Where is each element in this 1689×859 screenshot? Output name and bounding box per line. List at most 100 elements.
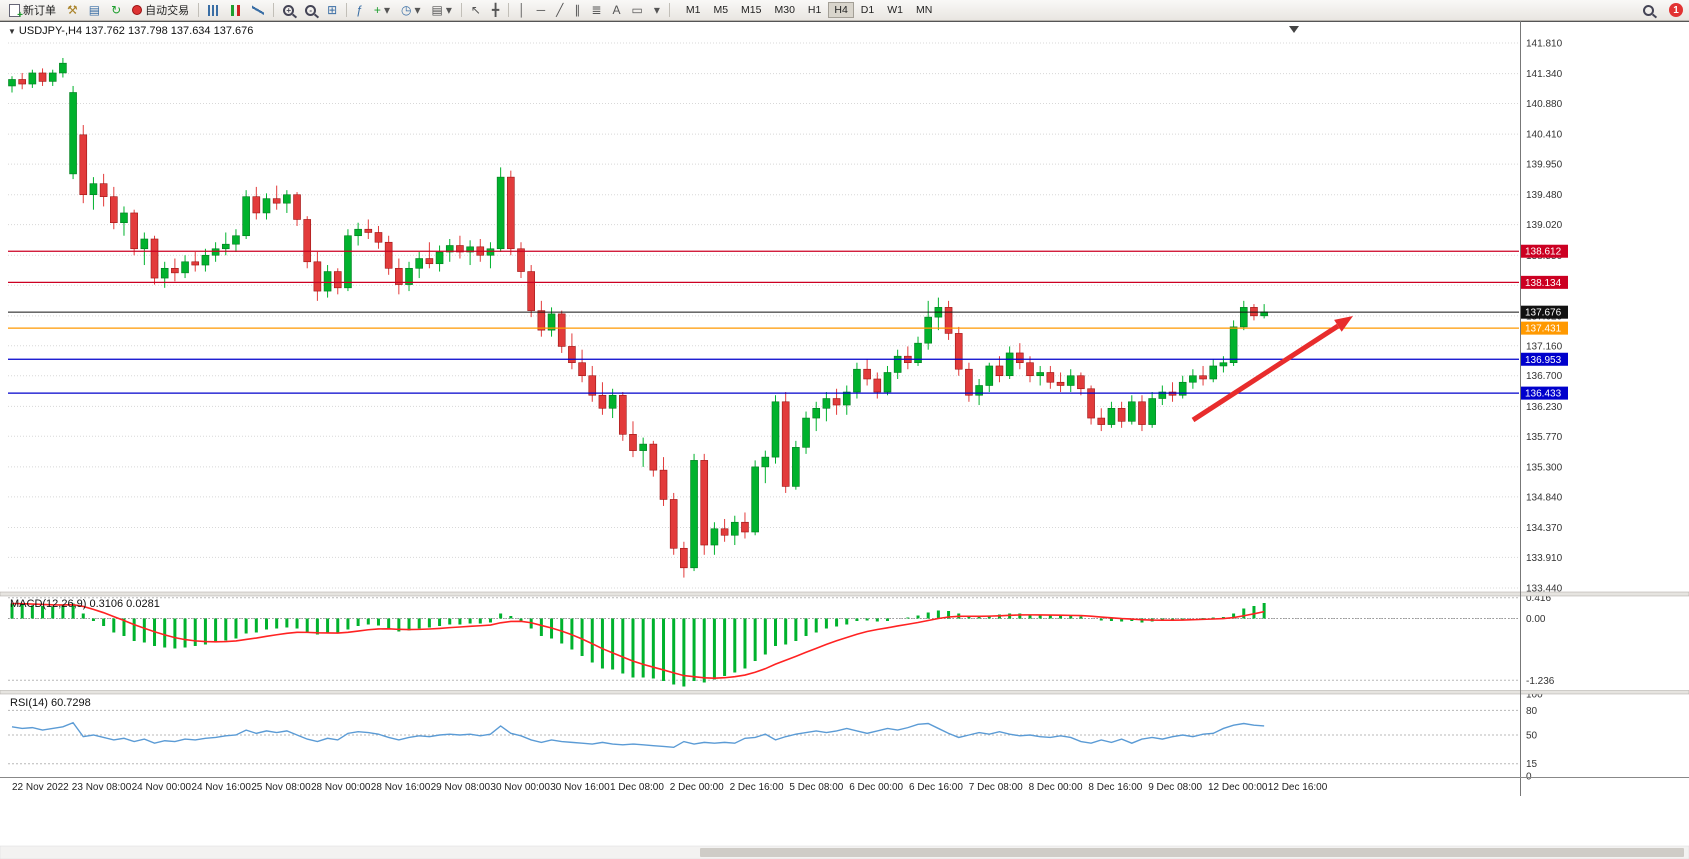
label-tool-icon: ▭ <box>631 3 643 17</box>
price-tag-label: 136.433 <box>1525 389 1562 400</box>
horizontal-scrollbar-thumb[interactable] <box>700 848 1684 857</box>
cursor-tool-button[interactable]: ↖ <box>466 1 486 19</box>
chart-shift-marker[interactable] <box>1289 26 1299 33</box>
rsi-axis-label: 100 <box>1526 690 1543 701</box>
candle-down <box>293 194 301 220</box>
price-tag-label: 138.134 <box>1525 278 1562 289</box>
candle-up <box>445 245 454 253</box>
text-tool-icon: A <box>612 3 621 17</box>
timeframe-d1-button[interactable]: D1 <box>855 2 880 18</box>
pane-splitter-macd[interactable] <box>0 591 1689 597</box>
text-tool-button[interactable]: A <box>607 1 625 19</box>
new-chart-button[interactable]: ⚒ <box>62 1 83 19</box>
time-axis-label: 8 Dec 00:00 <box>1029 782 1083 793</box>
price-tag-137.431 <box>1521 321 1568 335</box>
price-axis-label: 141.810 <box>1526 39 1563 50</box>
time-axis-label: 12 Dec 00:00 <box>1208 782 1268 793</box>
candle-up <box>761 456 770 468</box>
candle-down <box>1097 417 1106 425</box>
macd-indicator-title: MACD(12,26,9) 0.3106 0.0281 <box>10 598 160 610</box>
price-axis-label: 135.300 <box>1526 462 1563 473</box>
candle-down <box>110 196 118 224</box>
profiles-icon: ▤ <box>88 3 101 17</box>
trend-arrow-head[interactable] <box>1334 316 1353 332</box>
pane-splitter-rsi[interactable] <box>0 690 1689 695</box>
auto-trading-button[interactable]: 自动交易 <box>127 1 194 19</box>
toolbar-separator <box>273 3 275 17</box>
timeframe-group: M1 M5 M15 M30 H1 H4 D1 W1 MN <box>680 2 938 18</box>
toolbar-separator <box>460 3 462 17</box>
candle-up <box>751 466 759 533</box>
candle-down <box>425 258 434 265</box>
candle-up <box>89 183 98 196</box>
shapes-tool-button[interactable]: ▾ <box>649 1 665 19</box>
candlestick-mode-button[interactable] <box>225 1 246 19</box>
fibonacci-tool-button[interactable]: ≣ <box>586 1 606 19</box>
indicators-button[interactable]: ƒ <box>351 1 368 19</box>
line-chart-mode-button[interactable] <box>247 1 269 19</box>
tile-windows-button[interactable]: ⊞ <box>322 1 342 19</box>
zoom-out-button[interactable]: - <box>300 1 321 19</box>
timeframe-m1-button[interactable]: M1 <box>680 2 707 18</box>
indicators-icon: ƒ <box>356 3 363 17</box>
timeframe-m5-button[interactable]: M5 <box>707 2 734 18</box>
candle-down <box>618 394 627 435</box>
candle-up <box>1148 398 1156 425</box>
timeframe-h1-button[interactable]: H1 <box>802 2 827 18</box>
candle-up <box>435 251 444 265</box>
candlestick-icon <box>230 4 242 16</box>
candle-up <box>1158 391 1167 399</box>
candle-up <box>710 528 719 546</box>
candle-down <box>832 398 841 406</box>
vertical-line-tool-button[interactable]: │ <box>513 1 531 19</box>
candle-up <box>466 246 474 253</box>
candle-up <box>690 460 698 569</box>
channel-tool-button[interactable]: ∥ <box>569 1 585 19</box>
candle-up <box>323 271 332 292</box>
candle-down <box>191 261 200 266</box>
candle-up <box>1239 307 1248 328</box>
trend-arrow-line[interactable] <box>1191 323 1340 423</box>
notification-badge[interactable]: 1 <box>1669 3 1683 17</box>
timeframe-m15-button[interactable]: M15 <box>735 2 767 18</box>
add-indicator-button[interactable]: + ▾ <box>369 1 395 19</box>
label-tool-button[interactable]: ▭ <box>626 1 647 19</box>
horizontal-line-tool-button[interactable]: ─ <box>532 1 551 19</box>
profiles-button[interactable]: ▤ <box>84 1 105 19</box>
bar-chart-mode-button[interactable] <box>203 1 224 19</box>
candle-down <box>557 313 566 347</box>
search-button[interactable] <box>1638 1 1659 19</box>
candle-up <box>28 72 37 85</box>
candle-down <box>1046 372 1055 383</box>
collapse-indicator-icon[interactable]: ▼ <box>8 27 16 36</box>
candle-down <box>781 401 790 487</box>
candle-up <box>415 258 424 269</box>
trendline-icon: ╱ <box>556 3 564 17</box>
new-order-button[interactable]: + 新订单 <box>4 1 61 20</box>
timeframe-mn-button[interactable]: MN <box>910 2 938 18</box>
timeframe-m30-button[interactable]: M30 <box>768 2 800 18</box>
line-chart-icon <box>252 4 265 16</box>
candle-down <box>954 333 963 370</box>
chart-canvas[interactable]: 141.810 141.340 140.880 140.410 139.950 139.4… <box>0 21 1689 859</box>
time-axis-label: 1 Dec 08:00 <box>610 782 664 793</box>
zoom-in-button[interactable]: + <box>278 1 299 19</box>
zoom-in-icon: + <box>283 4 295 16</box>
time-axis-label: 24 Nov 00:00 <box>132 782 192 793</box>
candle-up <box>1178 381 1187 396</box>
chart-window: 141.810 141.340 140.880 140.410 139.950 139.4… <box>0 21 1689 859</box>
price-tag-136.953 <box>1521 352 1568 366</box>
crosshair-tool-button[interactable]: ╋ <box>487 1 504 19</box>
candle-up <box>140 238 149 250</box>
trendline-tool-button[interactable]: ╱ <box>551 1 568 19</box>
period-button[interactable]: ◷ ▾ <box>396 1 426 19</box>
candle-up <box>822 398 831 409</box>
price-tag-label: 137.431 <box>1525 324 1562 335</box>
macd-axis-label: 0.00 <box>1526 614 1546 625</box>
refresh-button[interactable]: ↻ <box>106 1 126 19</box>
templates-button[interactable]: ▤ ▾ <box>426 1 456 19</box>
candle-down <box>649 443 658 471</box>
candle-down <box>995 365 1004 377</box>
timeframe-w1-button[interactable]: W1 <box>881 2 909 18</box>
timeframe-h4-button[interactable]: H4 <box>828 2 854 18</box>
